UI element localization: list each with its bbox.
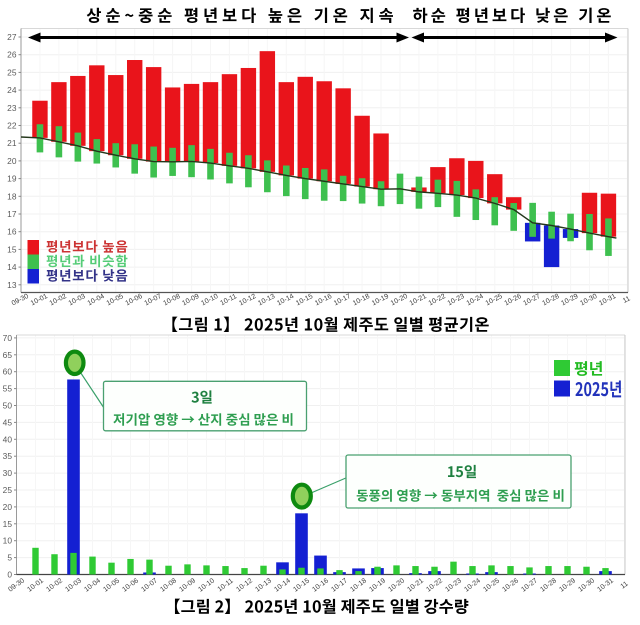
svg-text:26: 26 [7, 50, 17, 60]
svg-text:45: 45 [3, 417, 13, 427]
svg-text:30: 30 [3, 468, 13, 478]
svg-text:22: 22 [7, 121, 17, 131]
svg-text:17: 17 [7, 209, 17, 219]
svg-text:0: 0 [7, 570, 12, 580]
svg-text:15: 15 [3, 519, 13, 529]
svg-text:24: 24 [7, 85, 17, 95]
svg-text:35: 35 [3, 451, 13, 461]
svg-text:19: 19 [7, 174, 17, 184]
svg-text:13: 13 [7, 280, 17, 290]
svg-text:25: 25 [7, 67, 17, 77]
svg-text:11: 11 [620, 580, 630, 590]
svg-text:60: 60 [3, 367, 13, 377]
svg-text:18: 18 [7, 191, 17, 201]
svg-text:14: 14 [7, 262, 17, 272]
svg-text:20: 20 [7, 156, 17, 166]
svg-text:5: 5 [7, 553, 12, 563]
svg-text:27: 27 [7, 32, 17, 42]
svg-text:16: 16 [7, 227, 17, 237]
svg-text:15: 15 [7, 244, 17, 254]
svg-text:10: 10 [3, 536, 13, 546]
svg-text:23: 23 [7, 103, 17, 113]
svg-text:25: 25 [3, 485, 13, 495]
svg-text:21: 21 [7, 138, 17, 148]
svg-text:70: 70 [3, 333, 13, 343]
svg-text:50: 50 [3, 401, 13, 411]
svg-text:40: 40 [3, 434, 13, 444]
svg-text:11: 11 [622, 295, 632, 305]
svg-text:20: 20 [3, 502, 13, 512]
svg-text:65: 65 [3, 350, 13, 360]
svg-text:55: 55 [3, 384, 13, 394]
